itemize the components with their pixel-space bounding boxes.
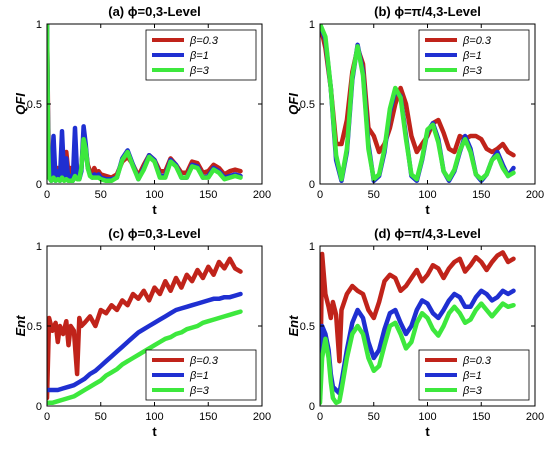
y-tick-label: 1 xyxy=(309,19,315,31)
y-tick-label: 1 xyxy=(36,241,42,253)
legend-entry: β=0.3 xyxy=(189,355,219,367)
x-tick-label: 150 xyxy=(199,189,217,201)
series-line-beta-2 xyxy=(47,24,243,184)
x-tick-label: 50 xyxy=(368,411,380,423)
legend-entry: β=1 xyxy=(189,50,209,62)
y-tick-label: 0 xyxy=(36,401,42,413)
x-tick-label: 50 xyxy=(95,189,107,201)
series-line-beta-2 xyxy=(320,301,516,406)
legend-entry: β=3 xyxy=(462,385,483,397)
legend-entry: β=0.3 xyxy=(462,355,492,367)
x-axis-label: t xyxy=(425,202,430,217)
x-tick-label: 150 xyxy=(472,189,490,201)
legend: β=0.3 β=1 β=3 xyxy=(145,29,257,81)
x-axis-label: t xyxy=(425,424,430,439)
y-tick-label: 1 xyxy=(36,19,42,31)
x-tick-label: 100 xyxy=(145,411,163,423)
legend-entry: β=1 xyxy=(189,370,209,382)
y-tick-label: 0.5 xyxy=(300,99,315,111)
x-tick-label: 0 xyxy=(317,411,323,423)
y-tick-label: 0.5 xyxy=(300,321,315,333)
x-tick-label: 200 xyxy=(526,189,544,201)
y-axis-label: Ent xyxy=(286,315,301,337)
series-line-beta-0 xyxy=(320,250,516,401)
y-tick-label: 0 xyxy=(309,179,315,191)
x-tick-label: 0 xyxy=(317,189,323,201)
legend-entry: β=1 xyxy=(462,50,482,62)
x-tick-label: 150 xyxy=(472,411,490,423)
x-tick-label: 100 xyxy=(418,411,436,423)
x-tick-label: 200 xyxy=(526,411,544,423)
x-tick-label: 100 xyxy=(145,189,163,201)
series-line-beta-0 xyxy=(47,256,243,401)
y-tick-label: 1 xyxy=(309,241,315,253)
panel-title: (c) ϕ=0,3-Level xyxy=(108,226,200,241)
x-tick-label: 100 xyxy=(418,189,436,201)
x-tick-label: 200 xyxy=(253,189,271,201)
x-tick-label: 0 xyxy=(44,411,50,423)
legend: β=0.3 β=1 β=3 xyxy=(418,29,530,81)
series-line-beta-1 xyxy=(320,288,516,401)
series-line-beta-2 xyxy=(320,24,516,182)
y-tick-label: 0 xyxy=(309,401,315,413)
y-tick-label: 0 xyxy=(36,179,42,191)
panel-b: (b) ϕ=π/4,3-Level 0 50 100 150 200 0 0.5 1 t QFI β=… xyxy=(286,4,544,217)
series-line-beta-2 xyxy=(47,309,243,406)
x-tick-label: 150 xyxy=(199,411,217,423)
x-tick-label: 50 xyxy=(368,189,380,201)
panel-d: (d) ϕ=π/4,3-Level 0 50 100 150 200 0 0.5 1 t Ent β=… xyxy=(286,226,544,439)
legend-entry: β=3 xyxy=(462,65,483,77)
x-axis-label: t xyxy=(152,202,157,217)
legend-entry: β=0.3 xyxy=(462,35,492,47)
panel-a: (a) ϕ=0,3-Level 0 50 100 150 200 0 0.5 1 t QFI β=0.… xyxy=(13,4,271,217)
legend-entry: β=1 xyxy=(462,370,482,382)
legend-entry: β=0.3 xyxy=(189,35,219,47)
y-axis-label: Ent xyxy=(13,315,28,337)
y-axis-label: QFI xyxy=(13,93,28,115)
y-axis-label: QFI xyxy=(286,93,301,115)
x-tick-label: 50 xyxy=(95,411,107,423)
legend: β=0.3 β=1 β=3 xyxy=(418,349,530,401)
series-line-beta-1 xyxy=(47,291,243,393)
panel-c: (c) ϕ=0,3-Level 0 50 100 150 200 0 0.5 1 t Ent β=0.… xyxy=(13,226,271,439)
panel-title: (a) ϕ=0,3-Level xyxy=(108,4,200,19)
legend-entry: β=3 xyxy=(189,65,210,77)
panel-title: (d) ϕ=π/4,3-Level xyxy=(374,226,481,241)
x-tick-label: 200 xyxy=(253,411,271,423)
x-axis-label: t xyxy=(152,424,157,439)
y-tick-label: 0.5 xyxy=(27,321,42,333)
legend: β=0.3 β=1 β=3 xyxy=(145,349,257,401)
panel-title: (b) ϕ=π/4,3-Level xyxy=(374,4,481,19)
x-tick-label: 0 xyxy=(44,189,50,201)
y-tick-label: 0.5 xyxy=(27,99,42,111)
legend-entry: β=3 xyxy=(189,385,210,397)
